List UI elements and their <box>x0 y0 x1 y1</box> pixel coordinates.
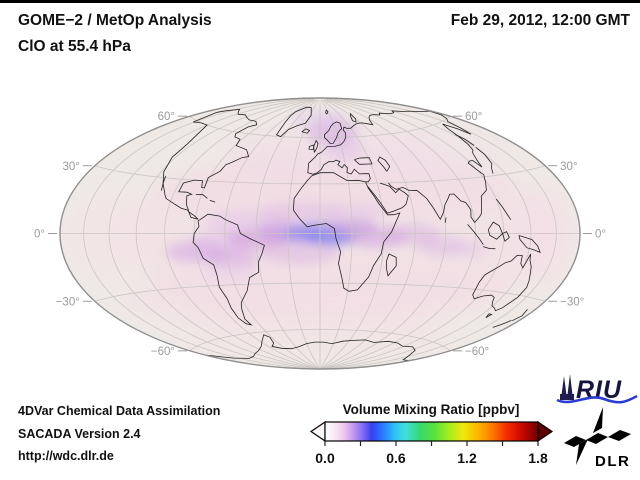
lat-label: −30° <box>56 296 80 308</box>
lat-label: −60° <box>151 346 175 358</box>
credits-block: 4DVar Chemical Data Assimilation SACADA … <box>18 400 220 468</box>
colorbar: Volume Mixing Ratio [ppbv] 0.0 0.6 1.2 1.8 <box>309 402 554 466</box>
colorbar-tick-label: 0.0 <box>315 450 335 466</box>
lat-label: 0° <box>595 229 606 241</box>
graticule <box>60 98 580 370</box>
coastlines <box>161 106 541 361</box>
colorbar-title: Volume Mixing Ratio [ppbv] <box>343 402 520 417</box>
riu-logo: RIU <box>556 374 638 404</box>
colorbar-gradient-bar <box>324 421 539 442</box>
map-outline <box>59 97 581 370</box>
lat-label: 60° <box>158 111 175 123</box>
page-subtitle: ClO at 55.4 hPa <box>18 38 131 55</box>
lat-label: 0° <box>34 229 45 241</box>
river-wave-icon <box>556 394 638 404</box>
lat-label: 30° <box>560 161 577 173</box>
colorbar-ticks <box>324 441 539 446</box>
cathedral-icon <box>560 374 574 400</box>
timestamp: Feb 29, 2012, 12:00 GMT <box>450 12 630 29</box>
dlr-emblem-icon <box>564 407 631 465</box>
data-overlay-washes <box>65 120 575 357</box>
colorbar-tick-label: 1.2 <box>457 450 477 466</box>
lat-label: 30° <box>62 161 79 173</box>
top-border <box>0 0 640 3</box>
dlr-logo-text: DLR <box>595 453 630 470</box>
page-title: GOME−2 / MetOp Analysis <box>18 12 212 29</box>
lat-label: 60° <box>465 111 482 123</box>
colorbar-right-arrow <box>537 420 554 443</box>
colorbar-left-arrow <box>309 420 326 443</box>
colorbar-tick-label: 0.6 <box>386 450 406 466</box>
colorbar-tick-label: 1.8 <box>528 450 548 466</box>
latitude-labels: 60° 60° 30° 30° 0° 0° −30° −30° −60° −60° <box>34 111 606 358</box>
data-overlay-blobs <box>166 108 488 282</box>
credits-line-3[interactable]: http://wdc.dlr.de <box>18 449 114 463</box>
credits-line-2: SACADA Version 2.4 <box>18 426 141 441</box>
lat-label: −60° <box>465 346 489 358</box>
credits-line-1: 4DVar Chemical Data Assimilation <box>18 404 221 418</box>
lat-label: −30° <box>560 296 584 308</box>
colorbar-tick-labels: 0.0 0.6 1.2 1.8 <box>315 450 548 466</box>
dlr-logo: DLR <box>564 407 631 470</box>
